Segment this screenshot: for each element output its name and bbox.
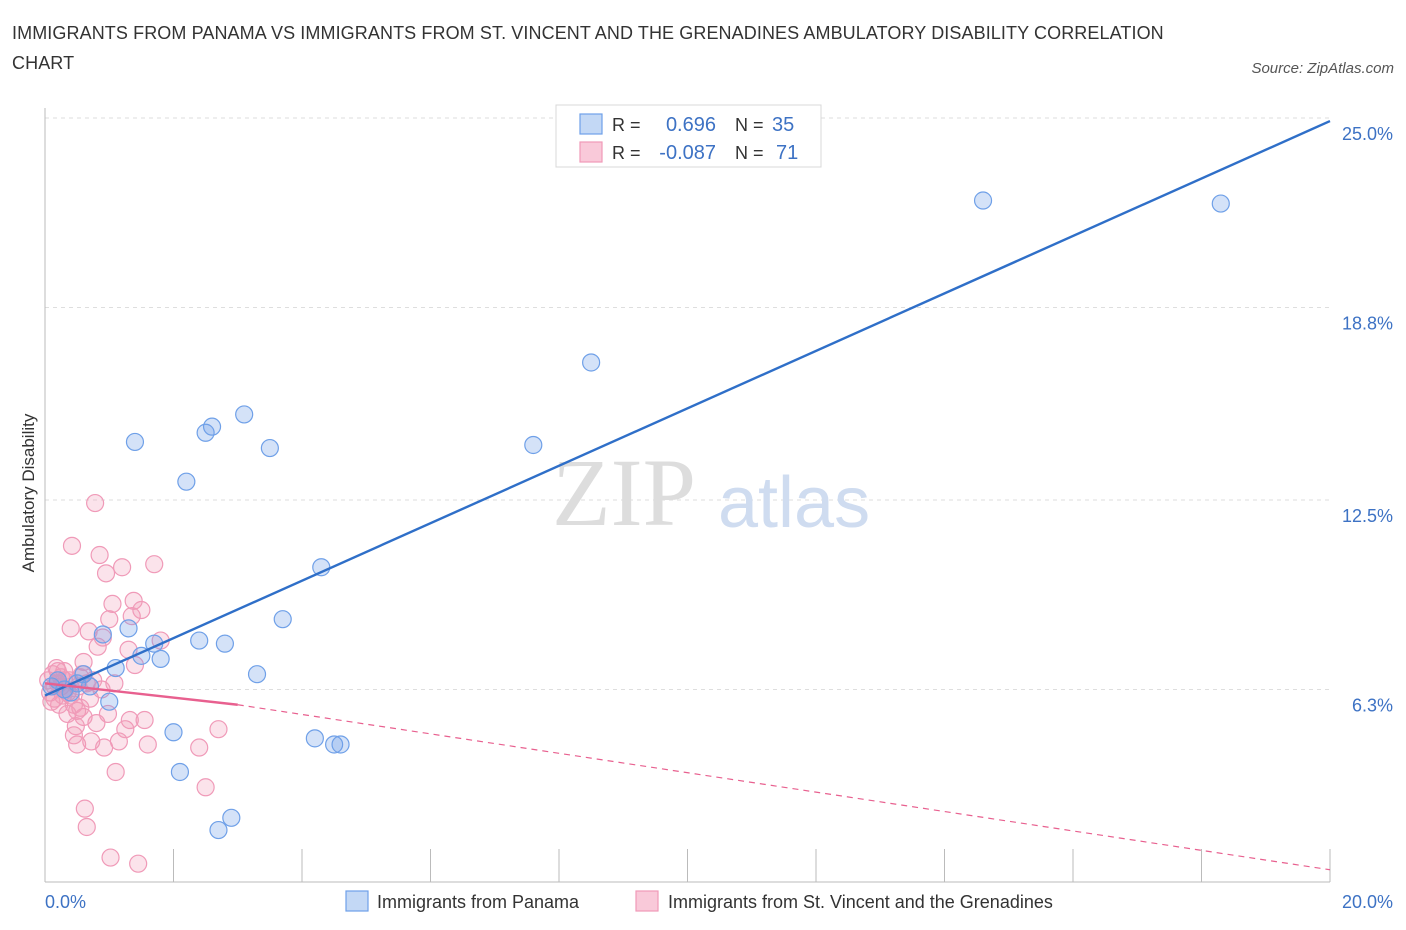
- y-tick-label: 12.5%: [1342, 506, 1393, 526]
- legend-r-label-panama: R =: [612, 115, 641, 135]
- stvincent-point: [106, 762, 125, 782]
- watermark-zip: ZIP: [552, 439, 696, 546]
- panama-point: [325, 735, 344, 754]
- stvincent-point: [61, 619, 80, 638]
- grid-lines: [45, 117, 1330, 690]
- axes: [44, 108, 1331, 883]
- panama-point: [80, 677, 100, 696]
- panama-point: [151, 649, 170, 669]
- legend-n-label-stvincent: N =: [735, 143, 764, 163]
- panama-point: [222, 808, 241, 827]
- stvincent-trend-extension: [237, 704, 1331, 871]
- panama-point: [164, 723, 183, 742]
- trend-lines: [44, 119, 1331, 871]
- stvincent-point: [209, 720, 228, 739]
- legend-swatch-stvincent: [579, 141, 603, 163]
- stvincent-point: [190, 738, 209, 757]
- stvincent-point: [116, 720, 135, 739]
- panama-point: [119, 619, 138, 638]
- legend-box: R = 0.696 N = 35 R = -0.087 N = 71: [555, 104, 822, 168]
- panama-point: [215, 634, 234, 653]
- bottom-legend-label-stvincent: Immigrants from St. Vincent and the Gren…: [668, 892, 1053, 912]
- stvincent-point: [55, 662, 74, 681]
- panama-point: [209, 820, 228, 840]
- panama-point: [305, 729, 324, 748]
- panama-point: [260, 438, 279, 458]
- stvincent-point: [120, 710, 139, 730]
- stvincent-point: [138, 735, 157, 754]
- x-tick-label-min: 0.0%: [45, 892, 86, 912]
- panama-point: [170, 762, 190, 782]
- y-axis-label: Ambulatory Disability: [19, 413, 38, 572]
- stvincent-point: [129, 854, 148, 873]
- stvincent-point: [96, 564, 116, 583]
- y-tick-label: 6.3%: [1352, 695, 1393, 715]
- legend-r-label-stvincent: R =: [612, 143, 641, 163]
- stvincent-point: [196, 778, 215, 797]
- stvincent-point: [77, 817, 96, 837]
- bottom-legend-swatch-stvincent: [635, 890, 659, 912]
- legend-r-value-stvincent: -0.087: [659, 142, 716, 164]
- stvincent-point: [132, 600, 151, 620]
- panama-point: [93, 625, 112, 644]
- panama-point: [177, 472, 196, 491]
- panama-point: [273, 610, 292, 629]
- panama-point: [247, 665, 267, 684]
- legend-r-value-panama: 0.696: [666, 114, 716, 136]
- y-tick-label: 18.8%: [1342, 313, 1393, 333]
- y-tick-label: 25.0%: [1342, 124, 1393, 144]
- legend-swatch-panama: [579, 113, 603, 135]
- stvincent-point: [101, 848, 120, 867]
- panama-point: [202, 417, 222, 436]
- x-tick-label-max: 20.0%: [1342, 892, 1393, 912]
- panama-point: [100, 692, 119, 711]
- legend-n-label-panama: N =: [735, 115, 764, 135]
- bottom-legend-swatch-panama: [345, 890, 369, 912]
- bottom-legend-label-panama: Immigrants from Panama: [377, 892, 580, 912]
- stvincent-point: [145, 555, 164, 574]
- stvincent-trend-line: [44, 682, 238, 706]
- panama-point: [331, 735, 350, 754]
- stvincent-point: [112, 558, 132, 577]
- stvincent-point: [103, 594, 122, 614]
- bottom-legend: Immigrants from Panama Immigrants from S…: [345, 890, 1053, 912]
- panama-trend-line: [44, 119, 1331, 697]
- panama-point: [973, 191, 993, 210]
- panama-point: [1211, 194, 1230, 213]
- stvincent-point: [48, 662, 67, 681]
- stvincent-point: [90, 545, 109, 565]
- panama-point: [582, 353, 601, 372]
- stvincent-point: [66, 717, 85, 736]
- stvincent-point: [68, 735, 87, 754]
- panama-point: [235, 405, 254, 424]
- stvincent-point: [124, 591, 143, 610]
- y-tick-labels: 6.3% 12.5% 18.8% 25.0%: [1342, 124, 1393, 715]
- panama-point: [190, 631, 209, 650]
- chart-title: IMMIGRANTS FROM PANAMA VS IMMIGRANTS FRO…: [12, 23, 1164, 73]
- stvincent-point: [86, 493, 105, 513]
- watermark-atlas: atlas: [718, 463, 870, 543]
- panama-point: [125, 432, 145, 452]
- panama-point: [524, 435, 543, 455]
- stvincent-point: [74, 707, 93, 727]
- legend-n-value-panama: 35: [772, 114, 794, 136]
- stvincent-point: [135, 710, 154, 730]
- legend-n-value-stvincent: 71: [776, 142, 798, 164]
- stvincent-point: [62, 536, 82, 555]
- source-label: Source: ZipAtlas.com: [1251, 60, 1394, 77]
- stvincent-point: [75, 799, 94, 818]
- stvincent-point: [100, 610, 119, 629]
